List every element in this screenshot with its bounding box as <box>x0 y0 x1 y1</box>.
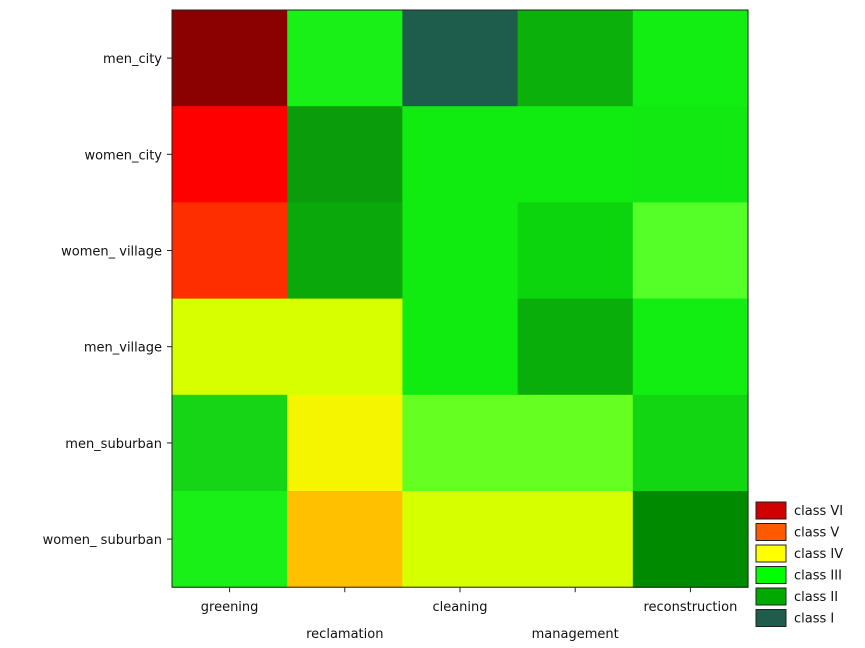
legend-swatch <box>755 523 787 541</box>
x-tick-label: greening <box>201 600 259 615</box>
heatmap-cell <box>402 10 519 107</box>
heatmap-cell <box>287 298 403 396</box>
heatmap-cell <box>402 394 519 492</box>
heatmap-cell <box>632 10 749 107</box>
heatmap-cell <box>632 202 749 300</box>
heatmap-cell <box>287 10 403 107</box>
heatmap-cell <box>517 491 634 588</box>
heatmap-cell <box>632 491 749 588</box>
y-tick-label: men_village <box>84 341 162 356</box>
legend-label: class I <box>794 612 834 627</box>
x-tick-label: reclamation <box>306 627 383 642</box>
y-tick-label: women_city <box>84 148 162 163</box>
heatmap-cell <box>172 394 288 492</box>
legend-label: class IV <box>794 547 843 562</box>
heatmap-cell <box>632 106 749 203</box>
legend-label: class VI <box>794 504 843 519</box>
legend-swatch <box>755 544 787 563</box>
heatmap-cell <box>517 202 634 300</box>
y-tick-label: men_suburban <box>65 437 162 452</box>
heatmap-cell <box>517 10 634 107</box>
heatmap-cell <box>172 298 288 396</box>
legend-swatch <box>755 501 787 520</box>
heatmap-cell <box>402 106 519 203</box>
heatmap-cell <box>517 394 634 492</box>
y-tick-label: women_ village <box>61 245 162 260</box>
legend: class VI class V class IV class III class II… <box>755 501 843 627</box>
heatmap-cell <box>402 491 519 588</box>
heatmap-cells <box>172 10 749 588</box>
legend-swatch <box>755 566 787 584</box>
heatmap-cell <box>287 106 403 203</box>
legend-swatch <box>755 609 787 627</box>
axis-ticks <box>167 57 691 593</box>
legend-label: class III <box>794 569 842 584</box>
x-tick-label: reconstruction <box>643 600 737 615</box>
heatmap-cell <box>402 298 519 396</box>
x-tick-label: cleaning <box>432 600 487 615</box>
y-tick-labels: men_city women_city women_ village men_vill… <box>43 52 163 548</box>
x-tick-labels: greening reclamation cleaning management rec… <box>201 600 738 642</box>
heatmap-cell <box>287 394 403 492</box>
heatmap-cell <box>172 10 288 107</box>
heatmap-cell <box>172 202 288 300</box>
heatmap-cell <box>402 202 519 300</box>
heatmap-cell <box>517 106 634 203</box>
legend-swatch <box>755 587 787 606</box>
x-tick-label: management <box>532 627 619 642</box>
heatmap-cell <box>172 106 288 203</box>
heatmap-cell <box>632 298 749 396</box>
y-tick-label: women_ suburban <box>43 533 162 548</box>
y-tick-label: men_city <box>103 52 162 67</box>
legend-label: class II <box>794 590 838 605</box>
heatmap-cell <box>517 298 634 396</box>
heatmap-cell <box>287 202 403 300</box>
heatmap-cell <box>172 491 288 588</box>
heatmap-cell <box>632 394 749 492</box>
legend-label: class V <box>794 526 839 541</box>
heatmap-cell <box>287 491 403 588</box>
